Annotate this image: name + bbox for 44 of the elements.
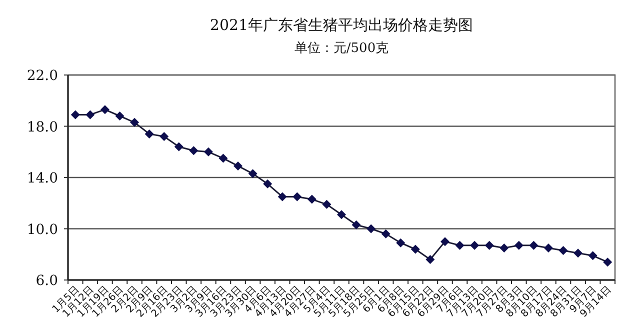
- point: [204, 147, 213, 156]
- point: [410, 244, 420, 254]
- point: [160, 132, 169, 141]
- point: [440, 237, 450, 246]
- point: [174, 142, 184, 152]
- point: [337, 210, 346, 220]
- y-tick-label: 22.0: [26, 68, 58, 84]
- point: [70, 110, 80, 120]
- point: [366, 224, 376, 234]
- point: [130, 118, 140, 127]
- point: [100, 105, 110, 114]
- point: [218, 154, 228, 163]
- point: [558, 246, 568, 256]
- point: [455, 240, 464, 250]
- chart-title: 2021年广东省生猪平均出场价格走势图: [210, 16, 474, 34]
- y-tick-label: 18.0: [26, 119, 58, 136]
- point: [292, 192, 302, 202]
- point: [234, 161, 243, 170]
- point: [544, 243, 553, 252]
- point: [189, 146, 198, 156]
- point: [396, 238, 406, 248]
- point: [603, 258, 612, 267]
- point: [352, 220, 361, 230]
- point: [381, 229, 390, 238]
- chart-subtitle: 单位：元/500克: [294, 41, 389, 56]
- point: [248, 169, 258, 178]
- point: [115, 112, 124, 120]
- point: [307, 194, 316, 204]
- point: [322, 200, 332, 209]
- point: [426, 255, 435, 264]
- point: [470, 240, 480, 250]
- point: [278, 192, 287, 202]
- y-tick-label: 6.0: [36, 273, 58, 289]
- point: [500, 243, 509, 252]
- point: [514, 240, 524, 250]
- point: [588, 251, 598, 260]
- y-tick-label: 14.0: [26, 170, 58, 186]
- point: [263, 179, 272, 188]
- point: [86, 110, 95, 120]
- point: [484, 240, 494, 250]
- point: [144, 129, 154, 138]
- y-tick-label: 10.0: [26, 222, 58, 238]
- point: [574, 248, 583, 258]
- point: [529, 240, 538, 250]
